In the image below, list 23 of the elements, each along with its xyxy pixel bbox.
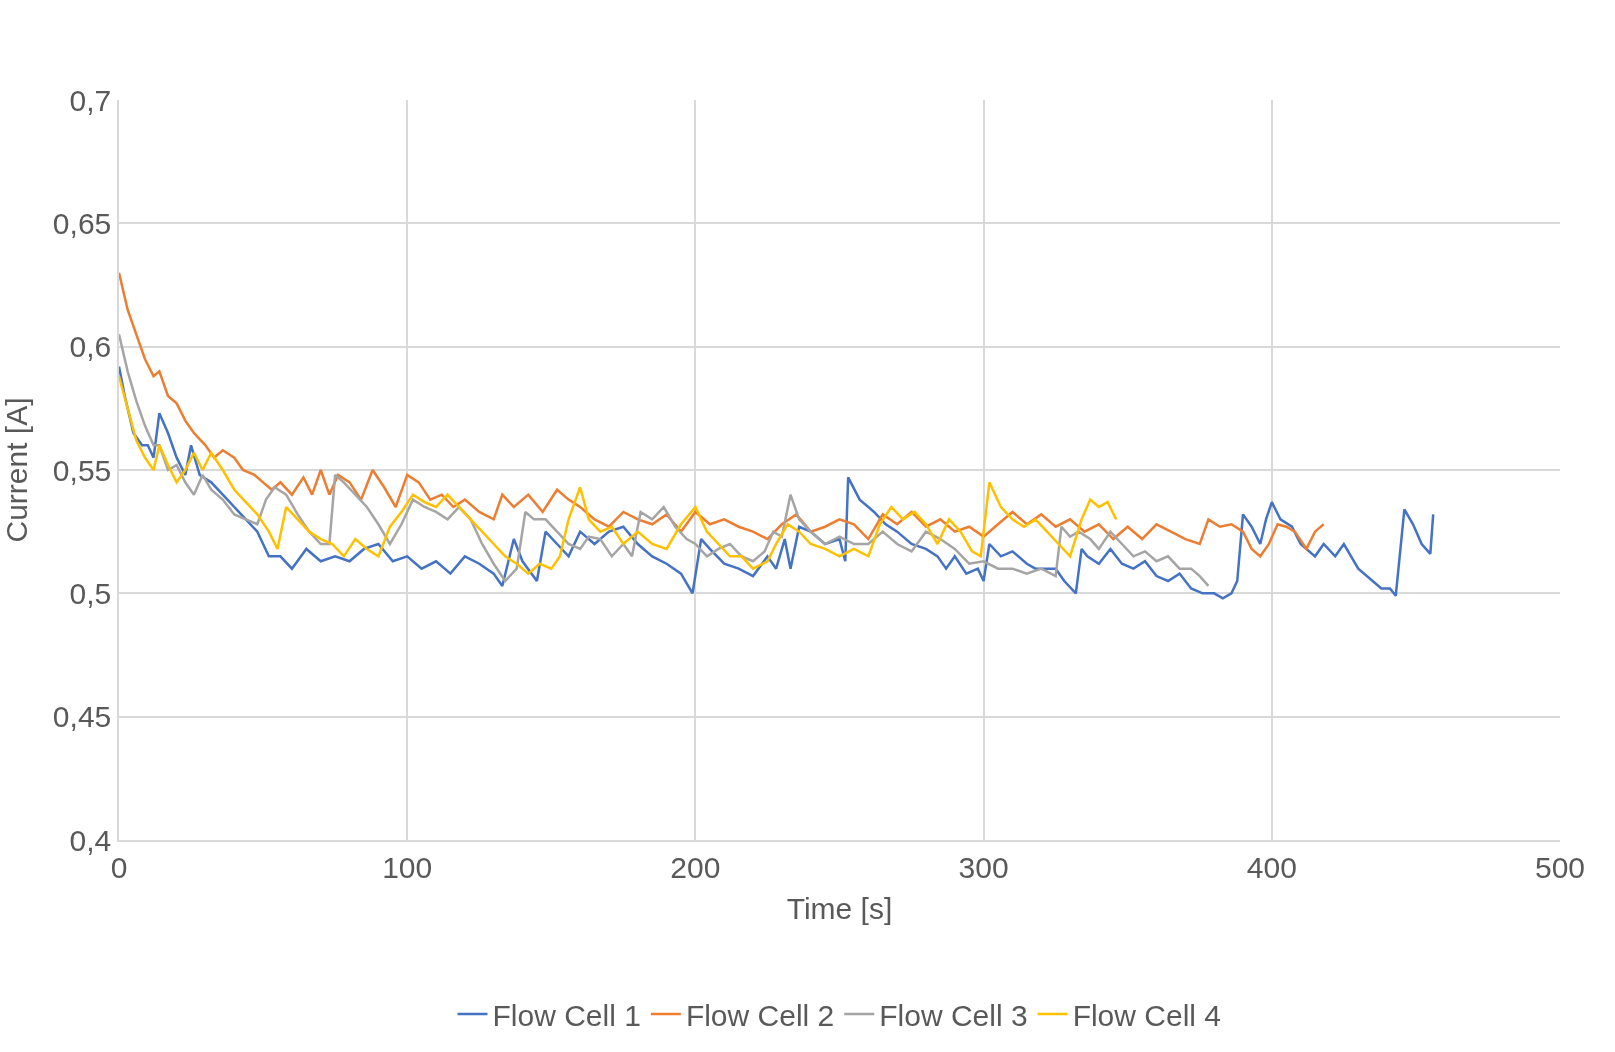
line-series <box>119 375 1118 575</box>
legend-label: Flow Cell 4 <box>1072 998 1221 1032</box>
y-axis-title: Current [A] <box>0 397 33 543</box>
x-tick-label: 100 <box>382 850 433 884</box>
line-series <box>119 333 1210 588</box>
x-tick-label: 400 <box>1246 850 1297 884</box>
y-tick-label: 0,65 <box>52 206 112 240</box>
x-tick-label: 200 <box>670 850 721 884</box>
y-tick-label: 0,5 <box>69 576 112 610</box>
x-tick-label: 0 <box>110 850 128 884</box>
y-tick-label: 0,4 <box>69 823 112 857</box>
y-tick-label: 0,6 <box>69 330 112 364</box>
x-tick-label: 500 <box>1534 850 1586 884</box>
line-series <box>119 365 1435 600</box>
y-tick-label: 0,7 <box>69 83 112 117</box>
legend-label: Flow Cell 2 <box>685 998 835 1032</box>
legend-label: Flow Cell 3 <box>879 998 1028 1032</box>
y-tick-label: 0,45 <box>52 700 112 734</box>
y-tick-label: 0,55 <box>52 453 112 487</box>
legend-label: Flow Cell 1 <box>492 998 641 1032</box>
line-series <box>119 271 1325 558</box>
x-tick-label: 300 <box>958 850 1009 884</box>
x-axis-title: Time [s] <box>786 891 893 925</box>
